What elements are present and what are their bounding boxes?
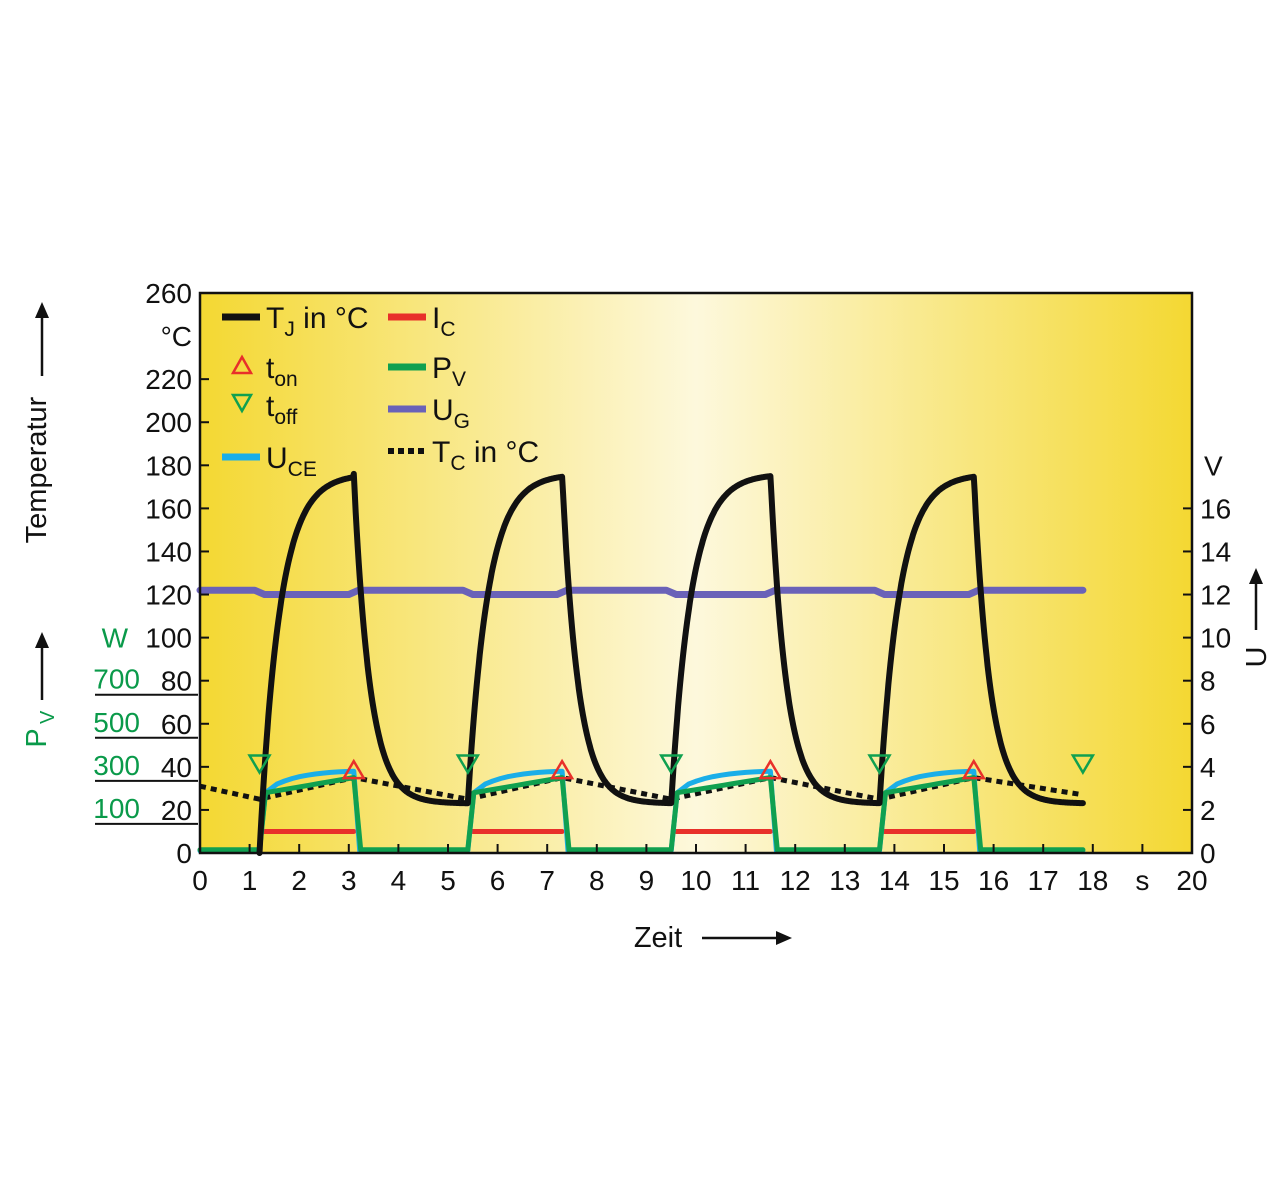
y-left-tick-label: 160 — [145, 493, 192, 524]
x-tick-label: 20 — [1176, 865, 1207, 896]
y-right-tick-label: 4 — [1200, 752, 1216, 783]
legend-item-tj: TJ in °C — [222, 302, 369, 341]
legend-item-ic: IC — [388, 302, 456, 341]
y-left-tick-label: 200 — [145, 407, 192, 438]
legend-label: ton — [266, 352, 298, 391]
y-pv-arrow-head — [35, 632, 49, 648]
x-tick-label: 18 — [1077, 865, 1108, 896]
y-left-tick-label: 140 — [145, 536, 192, 567]
y-pv-tick-label: 100 — [93, 793, 140, 824]
legend-label: toff — [266, 390, 297, 429]
x-tick-label: 12 — [780, 865, 811, 896]
y-left-tick-label: 40 — [161, 752, 192, 783]
legend-item-tc: TC in °C — [388, 436, 539, 475]
y-right-axis-title: U — [1241, 647, 1273, 668]
pv-series-line — [197, 775, 1086, 853]
x-tick-label: 5 — [440, 865, 456, 896]
y-left-unit-label: °C — [161, 321, 192, 352]
toff-marker — [1070, 754, 1096, 776]
y-left-tick-label: 60 — [161, 709, 192, 740]
y-right-tick-label: 14 — [1200, 536, 1231, 567]
y-right-tick-label: 16 — [1200, 493, 1231, 524]
y-pv-tick-label: 300 — [93, 750, 140, 781]
y-pv-axis-title: PV — [21, 710, 59, 748]
x-tick-label: 15 — [928, 865, 959, 896]
legend-item-ug: UG — [388, 394, 470, 433]
x-tick-label: 16 — [978, 865, 1009, 896]
toff-marker — [659, 754, 684, 776]
toff-marker — [867, 754, 892, 776]
x-tick-label: 0 — [192, 865, 208, 896]
x-tick-label: 13 — [829, 865, 860, 896]
x-tick-label: 4 — [391, 865, 407, 896]
x-axis-arrow-head — [776, 931, 792, 945]
y-pv-unit-label: W — [102, 623, 129, 654]
y-right-tick-label: 12 — [1200, 580, 1231, 611]
x-tick-label: s — [1135, 865, 1149, 896]
ton-marker — [341, 758, 366, 780]
legend-label: UG — [432, 394, 470, 433]
legend-label: IC — [432, 302, 456, 341]
y-pv-axis-title-sub: V — [37, 710, 59, 724]
ton-marker — [961, 758, 986, 780]
y-left-top-tick-label: 260 — [145, 278, 192, 309]
x-tick-label: 14 — [879, 865, 910, 896]
y-left-tick-label: 20 — [161, 795, 192, 826]
y-right-tick-label: 0 — [1200, 838, 1216, 869]
x-tick-label: 1 — [242, 865, 258, 896]
x-tick-label: 8 — [589, 865, 605, 896]
x-tick-label: 6 — [490, 865, 506, 896]
y-right-tick-label: 10 — [1200, 623, 1231, 654]
legend-item-pv: PV — [388, 352, 466, 391]
y-left-axis-title: Temperatur — [21, 396, 53, 543]
legend-item-ton: ton — [230, 352, 298, 391]
y-left-tick-label: 220 — [145, 364, 192, 395]
y-left-tick-label: 0 — [176, 838, 192, 869]
tc-series-line — [199, 775, 1084, 802]
x-tick-label: 10 — [680, 865, 711, 896]
x-tick-label: 17 — [1028, 865, 1059, 896]
legend-item-toff: toff — [230, 390, 297, 429]
y-right-tick-label: 2 — [1200, 795, 1216, 826]
y-pv-tick-label: 700 — [93, 664, 140, 695]
legend-swatch — [230, 354, 254, 375]
x-tick-label: 7 — [539, 865, 555, 896]
axis-layer: 0 1 2 3 4 5 6 7 8 9 10 11 12 13 14 15 16 17 18 s 20Zeit02040… — [21, 278, 1273, 954]
y-right-tick-label: 6 — [1200, 709, 1216, 740]
y-right-unit-label: V — [1204, 450, 1223, 481]
y-right-arrow-head — [1249, 568, 1263, 584]
x-tick-label: 9 — [639, 865, 655, 896]
y-left-tick-label: 100 — [145, 623, 192, 654]
y-pv-axis-title-text: P — [21, 728, 53, 747]
legend-label: TJ in °C — [266, 302, 369, 341]
y-left-tick-label: 120 — [145, 580, 192, 611]
y-left-tick-label: 180 — [145, 450, 192, 481]
y-right-tick-label: 8 — [1200, 666, 1216, 697]
x-axis-title: Zeit — [634, 922, 682, 954]
y-pv-tick-label: 500 — [93, 707, 140, 738]
series-layer — [196, 470, 1096, 856]
toff-marker — [455, 754, 481, 776]
legend-label: TC in °C — [432, 436, 539, 475]
x-tick-label: 2 — [291, 865, 307, 896]
ton-marker — [758, 758, 783, 780]
x-tick-label: 11 — [731, 865, 760, 896]
legend-swatch — [230, 393, 254, 414]
legend-label: PV — [432, 352, 466, 391]
x-tick-label: 3 — [341, 865, 357, 896]
legend-item-uce: UCE — [222, 442, 317, 481]
y-left-arrow-head — [35, 302, 49, 318]
legend-label: UCE — [266, 442, 317, 481]
y-left-tick-label: 80 — [161, 666, 192, 697]
toff-marker — [247, 754, 272, 776]
tj-series-line — [256, 470, 1086, 856]
ton-marker — [549, 758, 575, 780]
